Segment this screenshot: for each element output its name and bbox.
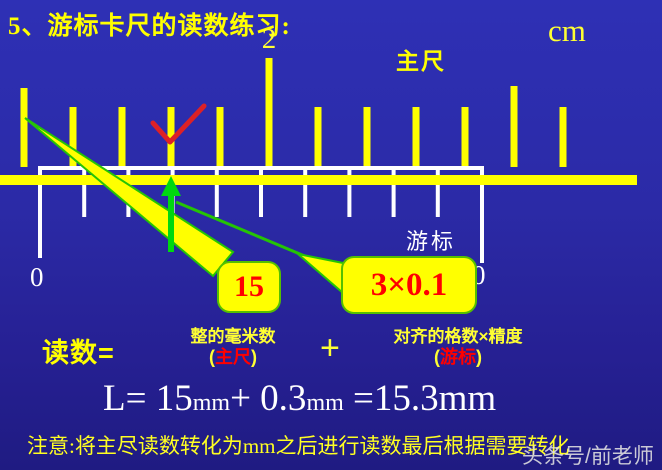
callout-pointer-wedge-main [24,117,235,278]
vernier-label: 游标 [406,229,457,254]
main-scale-tick [216,107,224,167]
callout-main-mm: 15 [217,261,281,313]
callout-vernier-calc: 3×0.1 [341,256,477,314]
vernier-desc-text: 对齐的格数×精度 [393,327,523,346]
reading-equals-label: 读数= [42,338,115,368]
vernier-tick [38,166,42,258]
vernier-zero-left: 0 [30,262,44,292]
callout-vernier-calc-value: 3×0.1 [370,266,448,303]
main-scale-tick [363,107,371,167]
main-desc-text: 整的毫米数 [190,327,276,346]
result-formula: L= 15mm+ 0.3mm =15.3mm [103,377,496,420]
paren: ( [209,347,215,367]
main-scale-tick [412,107,420,167]
main-scale-tick [69,107,77,167]
vernier-source-line: (游标) [368,347,548,367]
main-scale-tick [118,107,126,167]
slide-title: 5、游标卡尺的读数练习: [8,13,291,40]
vernier-tick [391,166,396,217]
main-scale-line [0,175,637,185]
main-scale-ticks [20,58,567,167]
vernier-tick [303,166,308,217]
vernier-tick [435,166,440,217]
vernier-tick [214,166,219,217]
formula-part2: + 0.3 [230,378,307,419]
vernier-scale-description: 对齐的格数×精度 (游标) [368,327,548,367]
vernier-tick [480,166,484,263]
main-scale-label: 主尺 [396,48,446,74]
main-scale-tick [265,58,273,167]
formula-sub-mm: mm [192,390,231,416]
callout-main-mm-value: 15 [234,270,264,303]
paren: ) [476,347,482,367]
red-checkmark-icon [150,103,207,145]
formula-part1: L= 15 [103,378,193,419]
main-scale-tick [314,107,322,167]
paren: ) [251,347,257,367]
unit-label: cm [548,13,586,48]
callout-pointer-wedge-vernier [294,252,344,296]
watermark: 头条号/前老师 [522,445,654,468]
green-arrow-icon [161,176,181,252]
main-source-text: 主尺 [215,347,251,367]
main-scale-tick [510,86,518,167]
note-text: 注意:将主尽读数转化为mm之后进行读数最后根据需要转化 [27,434,570,458]
vernier-tick [82,166,87,217]
main-scale-number-2: 2 [261,23,277,55]
vernier-source-text: 游标 [440,347,476,367]
paren: ( [434,347,440,367]
main-scale-tick [461,107,469,167]
main-source-line: (主尺) [158,347,308,367]
vernier-tick [259,166,263,217]
formula-sub-mm: mm [306,390,344,416]
main-scale-tick [559,107,567,167]
plus-sign: + [320,329,340,367]
main-scale-tick [20,88,28,167]
main-scale-description: 整的毫米数 (主尺) [158,327,308,367]
vernier-tick [347,166,352,217]
formula-result: =15.3mm [343,378,497,419]
main-scale-tick [167,107,175,167]
